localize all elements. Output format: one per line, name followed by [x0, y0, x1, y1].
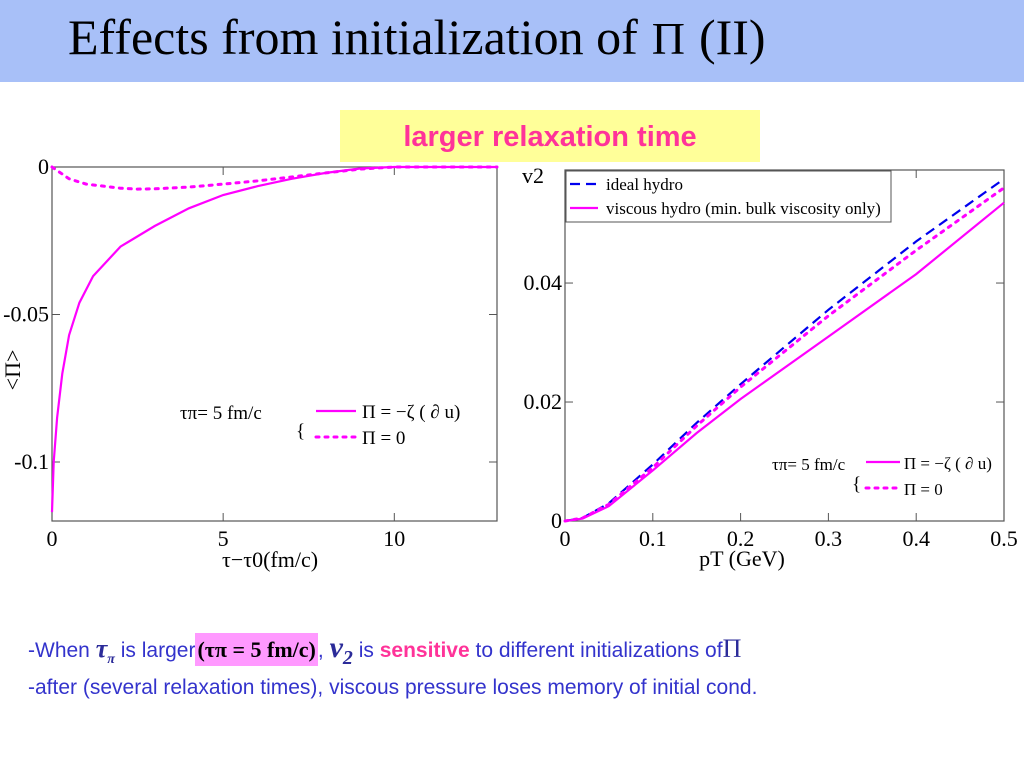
- plot-frame: [51, 166, 498, 522]
- x-tick-label: 0.4: [902, 526, 930, 551]
- series-line-dashed: [564, 178, 1005, 523]
- legend-box: [565, 170, 892, 223]
- y-axis-label: v2: [522, 163, 544, 188]
- title-symbol: Π: [651, 13, 685, 64]
- y-tick-label: 0.04: [524, 270, 563, 295]
- x-tick-label: 0.1: [639, 526, 667, 551]
- x-axis-label: pT (GeV): [699, 546, 785, 571]
- legend-label: Π = −ζ ( ∂ u): [904, 454, 992, 473]
- legend-label: Π = −ζ ( ∂ u): [362, 402, 460, 423]
- x-tick-label: 5: [218, 526, 229, 551]
- x-tick-label: 0: [47, 526, 58, 551]
- legend-label: ideal hydro: [606, 175, 683, 194]
- y-axis-label: <Π>: [0, 350, 25, 391]
- pi-symbol: Π: [722, 634, 742, 663]
- x-tick-label: 10: [383, 526, 405, 551]
- series-line-solid: [564, 201, 1005, 523]
- highlight-formula: (τπ = 5 fm/c): [195, 633, 318, 666]
- slide-title: Effects from initialization of Π (II): [68, 8, 766, 66]
- bullet-1: -When τπ is larger(τπ = 5 fm/c), v2 is s…: [28, 628, 757, 669]
- series-line-solid: [50, 165, 497, 513]
- x-axis-label: τ−τ0(fm/c): [222, 547, 318, 572]
- title-suffix: (II): [698, 9, 766, 65]
- legend-title: τπ= 5 fm/c: [180, 403, 262, 424]
- series-line-dotted: [50, 165, 499, 191]
- tau-symbol: τπ: [95, 634, 115, 668]
- brace-icon: {: [852, 474, 861, 495]
- emphasis: sensitive: [379, 639, 470, 662]
- bottom-text: -When τπ is larger(τπ = 5 fm/c), v2 is s…: [28, 628, 757, 708]
- y-tick-label: 0: [38, 154, 49, 179]
- x-tick-label: 0.3: [815, 526, 843, 551]
- text: is larger: [120, 639, 196, 662]
- bullet-2: -after (several relaxation times), visco…: [28, 676, 758, 699]
- annotation-box: larger relaxation time: [340, 110, 760, 162]
- plot-frame: [564, 169, 1005, 522]
- text: -When: [28, 639, 90, 662]
- x-tick-label: 0: [560, 526, 571, 551]
- y-tick-label: -0.05: [3, 302, 49, 327]
- legend-label: Π = 0: [904, 480, 943, 499]
- x-tick-label: 0.5: [990, 526, 1018, 551]
- y-tick-label: -0.1: [14, 449, 49, 474]
- y-tick-label: 0: [551, 508, 562, 533]
- title-bar: [0, 0, 1024, 82]
- y-tick-label: 0.02: [524, 389, 563, 414]
- legend-title: τπ= 5 fm/c: [772, 455, 846, 474]
- v2-symbol: v2: [329, 631, 353, 669]
- text: is: [358, 639, 374, 662]
- comma: ,: [317, 639, 324, 662]
- legend-label: Π = 0: [362, 428, 405, 449]
- x-tick-label: 0.2: [727, 526, 755, 551]
- title-text: Effects from initialization of: [68, 9, 638, 65]
- legend-label: viscous hydro (min. bulk viscosity only): [606, 199, 881, 218]
- text: to different initializations of: [475, 639, 723, 662]
- brace-icon: {: [296, 421, 305, 442]
